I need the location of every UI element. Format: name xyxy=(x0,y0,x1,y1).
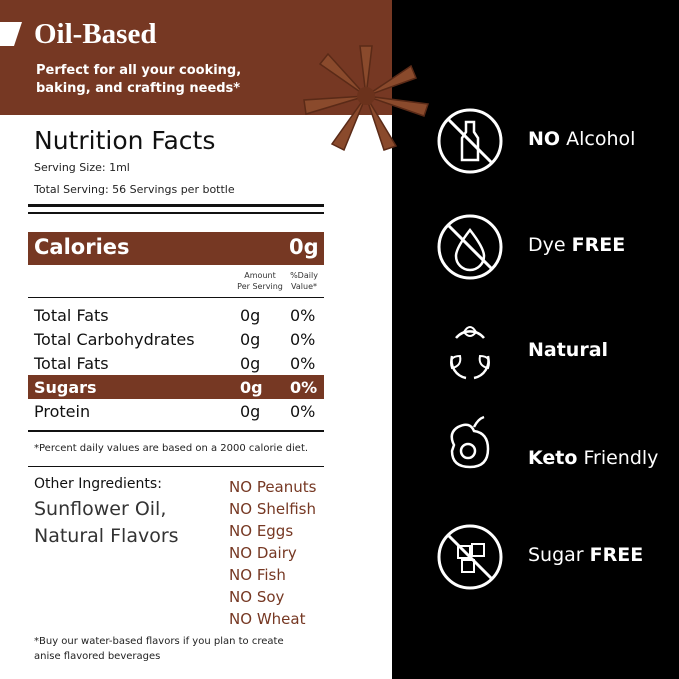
free-from-prefix: NO xyxy=(229,544,253,562)
rule xyxy=(28,297,324,298)
free-from-name: Soy xyxy=(256,588,285,606)
header-tab xyxy=(0,22,22,46)
badge-word: Sugar xyxy=(528,544,584,566)
header-line: %Daily xyxy=(290,271,318,280)
free-from-item: NO Dairy xyxy=(229,544,297,562)
header-line: Per Serving xyxy=(237,282,283,291)
badge-word: Dye xyxy=(528,234,566,256)
free-from-item: NO Eggs xyxy=(229,522,293,540)
badge-word: FREE xyxy=(589,544,644,566)
free-from-prefix: NO xyxy=(229,522,253,540)
free-from-name: Eggs xyxy=(256,522,294,540)
nutrition-row: Total Fats 0g 0% xyxy=(28,351,324,375)
nutrient-amount: 0g xyxy=(240,354,261,373)
serving-size: Serving Size: 1ml xyxy=(34,161,130,174)
nutrition-row: Protein 0g 0% xyxy=(28,399,324,423)
badge-word: Natural xyxy=(528,339,609,361)
header-title: Oil-Based xyxy=(34,18,157,50)
nutrition-row: Sugars 0g 0% xyxy=(28,375,324,399)
nutrition-row: Total Carbohydrates 0g 0% xyxy=(28,327,324,351)
nutrient-daily: 0% xyxy=(290,306,316,325)
header-subtitle: Perfect for all your cooking, xyxy=(36,63,242,78)
badge-label: Keto Friendly xyxy=(528,447,658,469)
badge-word: Keto xyxy=(528,447,578,469)
nutrient-amount: 0g xyxy=(240,402,261,421)
badge-word: Friendly xyxy=(583,447,659,469)
free-from-name: Fish xyxy=(256,566,286,584)
ingredients-line: Natural Flavors xyxy=(34,525,179,547)
calories-label: Calories xyxy=(34,235,130,259)
badge-icons xyxy=(437,108,503,590)
nutrient-name: Protein xyxy=(34,402,91,421)
free-from-item: NO Soy xyxy=(229,588,284,606)
free-from-name: Wheat xyxy=(256,610,306,628)
rule xyxy=(28,204,324,207)
ingredients-label: Other Ingredients: xyxy=(34,476,162,492)
free-from-item: NO Fish xyxy=(229,566,286,584)
nutrient-name: Total Carbohydrates xyxy=(34,330,195,349)
rule xyxy=(28,466,324,467)
free-from-prefix: NO xyxy=(229,500,253,518)
nutrient-amount: 0g xyxy=(240,330,261,349)
nutrient-name: Sugars xyxy=(34,378,97,397)
free-from-prefix: NO xyxy=(229,566,253,584)
badge-label: Dye FREE xyxy=(528,234,625,256)
badge-label: Sugar FREE xyxy=(528,544,643,566)
amount-header: Amount Per Serving xyxy=(230,270,290,292)
nutrition-row: Total Fats 0g 0% xyxy=(28,303,324,327)
note: *Buy our water-based flavors if you plan… xyxy=(34,636,284,647)
badge-word: Alcohol xyxy=(566,128,636,150)
nutrient-name: Total Fats xyxy=(34,354,109,373)
rule xyxy=(28,212,324,214)
free-from-name: Shelfish xyxy=(256,500,317,518)
calories-band xyxy=(28,232,324,265)
badge-label: NO Alcohol xyxy=(528,128,635,150)
badge-word: FREE xyxy=(571,234,626,256)
nutrition-title: Nutrition Facts xyxy=(34,126,216,155)
rule xyxy=(28,430,324,432)
header-line: Value* xyxy=(291,282,317,291)
badge-label: Natural xyxy=(528,339,608,361)
free-from-prefix: NO xyxy=(229,588,253,606)
nutrient-daily: 0% xyxy=(290,330,316,349)
free-from-prefix: NO xyxy=(229,478,253,496)
daily-header: %Daily Value* xyxy=(284,270,324,292)
nutrient-daily: 0% xyxy=(290,402,316,421)
badge-word: NO xyxy=(528,128,561,150)
free-from-name: Peanuts xyxy=(256,478,317,496)
header-line: Amount xyxy=(244,271,276,280)
nutrient-amount: 0g xyxy=(240,378,263,397)
nutrient-name: Total Fats xyxy=(34,306,109,325)
header-subtitle: baking, and crafting needs* xyxy=(36,81,241,96)
note: anise flavored beverages xyxy=(34,651,161,662)
footnote: *Percent daily values are based on a 200… xyxy=(34,443,309,454)
total-serving: Total Serving: 56 Servings per bottle xyxy=(34,183,235,196)
free-from-name: Dairy xyxy=(256,544,297,562)
free-from-item: NO Peanuts xyxy=(229,478,316,496)
ingredients-line: Sunflower Oil, xyxy=(34,498,167,520)
free-from-item: NO Shelfish xyxy=(229,500,316,518)
free-from-prefix: NO xyxy=(229,610,253,628)
nutrient-amount: 0g xyxy=(240,306,261,325)
star-anise xyxy=(303,45,429,152)
calories-value: 0g xyxy=(289,235,319,259)
nutrient-daily: 0% xyxy=(290,378,318,397)
free-from-item: NO Wheat xyxy=(229,610,305,628)
nutrient-daily: 0% xyxy=(290,354,316,373)
